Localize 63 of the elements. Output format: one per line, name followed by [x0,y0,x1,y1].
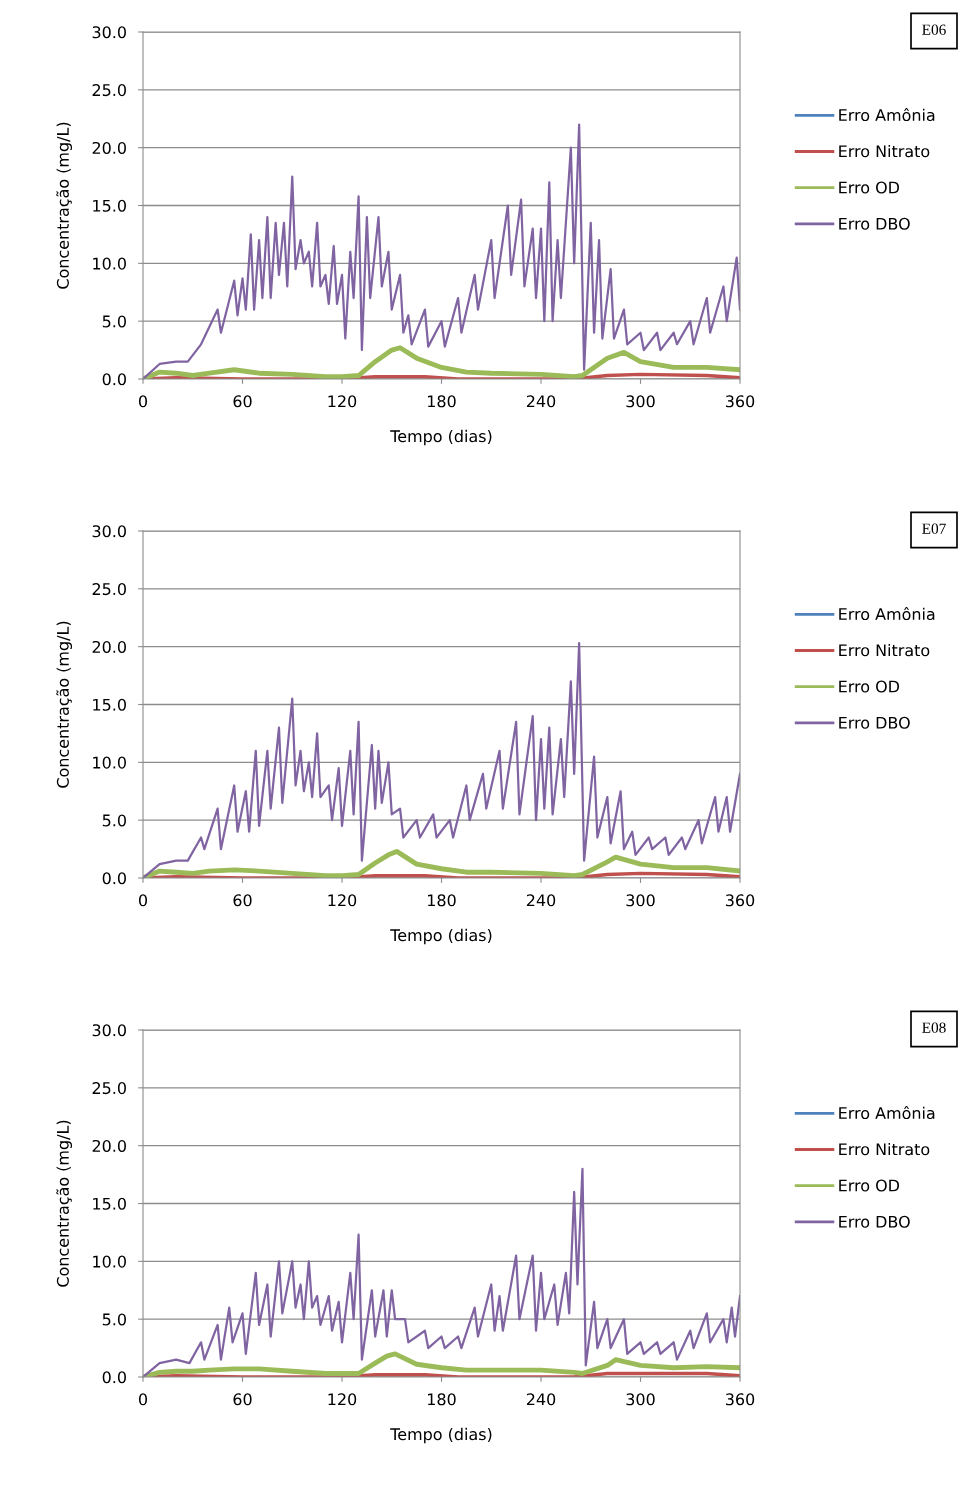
legend-label: Erro OD [839,1179,900,1192]
x-tick-label: 120 [328,395,357,408]
legend-label: Erro DBO [839,217,910,230]
y-tick-label: 20.0 [92,141,126,154]
x-tick-label: 60 [233,395,252,408]
y-tick-label: 15.0 [93,698,126,711]
y-axis-title: Concentração (mg/L) [56,1120,73,1287]
legend-label: Erro OD [839,680,900,693]
x-tick-label: 300 [626,1393,655,1406]
x-tick-label: 0 [138,894,148,907]
x-tick-label: 240 [526,395,556,408]
y-axis-title: Concentração (mg/L) [56,122,73,289]
x-tick-label: 300 [626,894,655,907]
x-tick-label: 180 [428,1393,456,1406]
y-tick-label: 10.0 [93,756,126,769]
x-tick-label: 60 [233,894,252,907]
text: E07 [922,523,946,534]
x-tick-label: 300 [626,395,655,408]
x-tick-label: 360 [725,894,755,907]
y-tick-label: 30.0 [92,525,126,538]
x-axis-title: Tempo (dias) [390,1427,492,1444]
y-tick-label: 25.0 [92,1082,126,1095]
x-tick-label: 0 [138,1393,148,1406]
y-tick-label: 0.0 [102,1371,126,1384]
y-tick-label: 15.0 [93,1197,126,1210]
legend-label: Erro Amônia [839,108,935,122]
y-tick-label: 20.0 [92,1139,126,1152]
x-tick-label: 240 [526,1393,556,1406]
x-tick-label: 360 [725,395,755,408]
legend-label: Erro Nitrato [839,144,930,158]
y-tick-label: 5.0 [102,1313,126,1326]
legend-label: Erro DBO [839,716,910,729]
x-axis-title: Tempo (dias) [390,928,492,945]
y-tick-label: 10.0 [93,257,126,270]
y-tick-label: 5.0 [102,814,126,827]
y-tick-label: 5.0 [102,315,126,328]
y-tick-label: 0.0 [102,373,126,386]
legend-label: Erro Nitrato [839,643,930,657]
y-tick-label: 15.0 [93,199,126,212]
y-tick-label: 25.0 [92,583,126,596]
legend-label: Erro DBO [839,1215,910,1228]
y-tick-label: 20.0 [92,640,126,653]
legend-label: Erro Amônia [839,607,935,621]
y-tick-label: 0.0 [102,872,126,885]
x-tick-label: 0 [138,395,148,408]
x-tick-label: 180 [428,395,456,408]
y-tick-label: 30.0 [92,1024,126,1037]
legend-label: Erro Nitrato [839,1142,930,1156]
x-tick-label: 120 [328,894,357,907]
x-tick-label: 360 [725,1393,755,1406]
text: E08 [922,1022,946,1033]
x-tick-label: 120 [328,1393,357,1406]
legend-label: Erro OD [839,181,900,194]
x-tick-label: 60 [233,1393,252,1406]
x-axis-title: Tempo (dias) [390,429,492,446]
legend-label: Erro Amônia [839,1106,935,1120]
x-tick-label: 180 [428,894,456,907]
y-tick-label: 30.0 [92,26,126,39]
text: E06 [922,24,946,35]
y-tick-label: 25.0 [92,84,126,97]
y-axis-title: Concentração (mg/L) [56,621,73,788]
y-tick-label: 10.0 [93,1255,126,1268]
x-tick-label: 240 [526,894,556,907]
